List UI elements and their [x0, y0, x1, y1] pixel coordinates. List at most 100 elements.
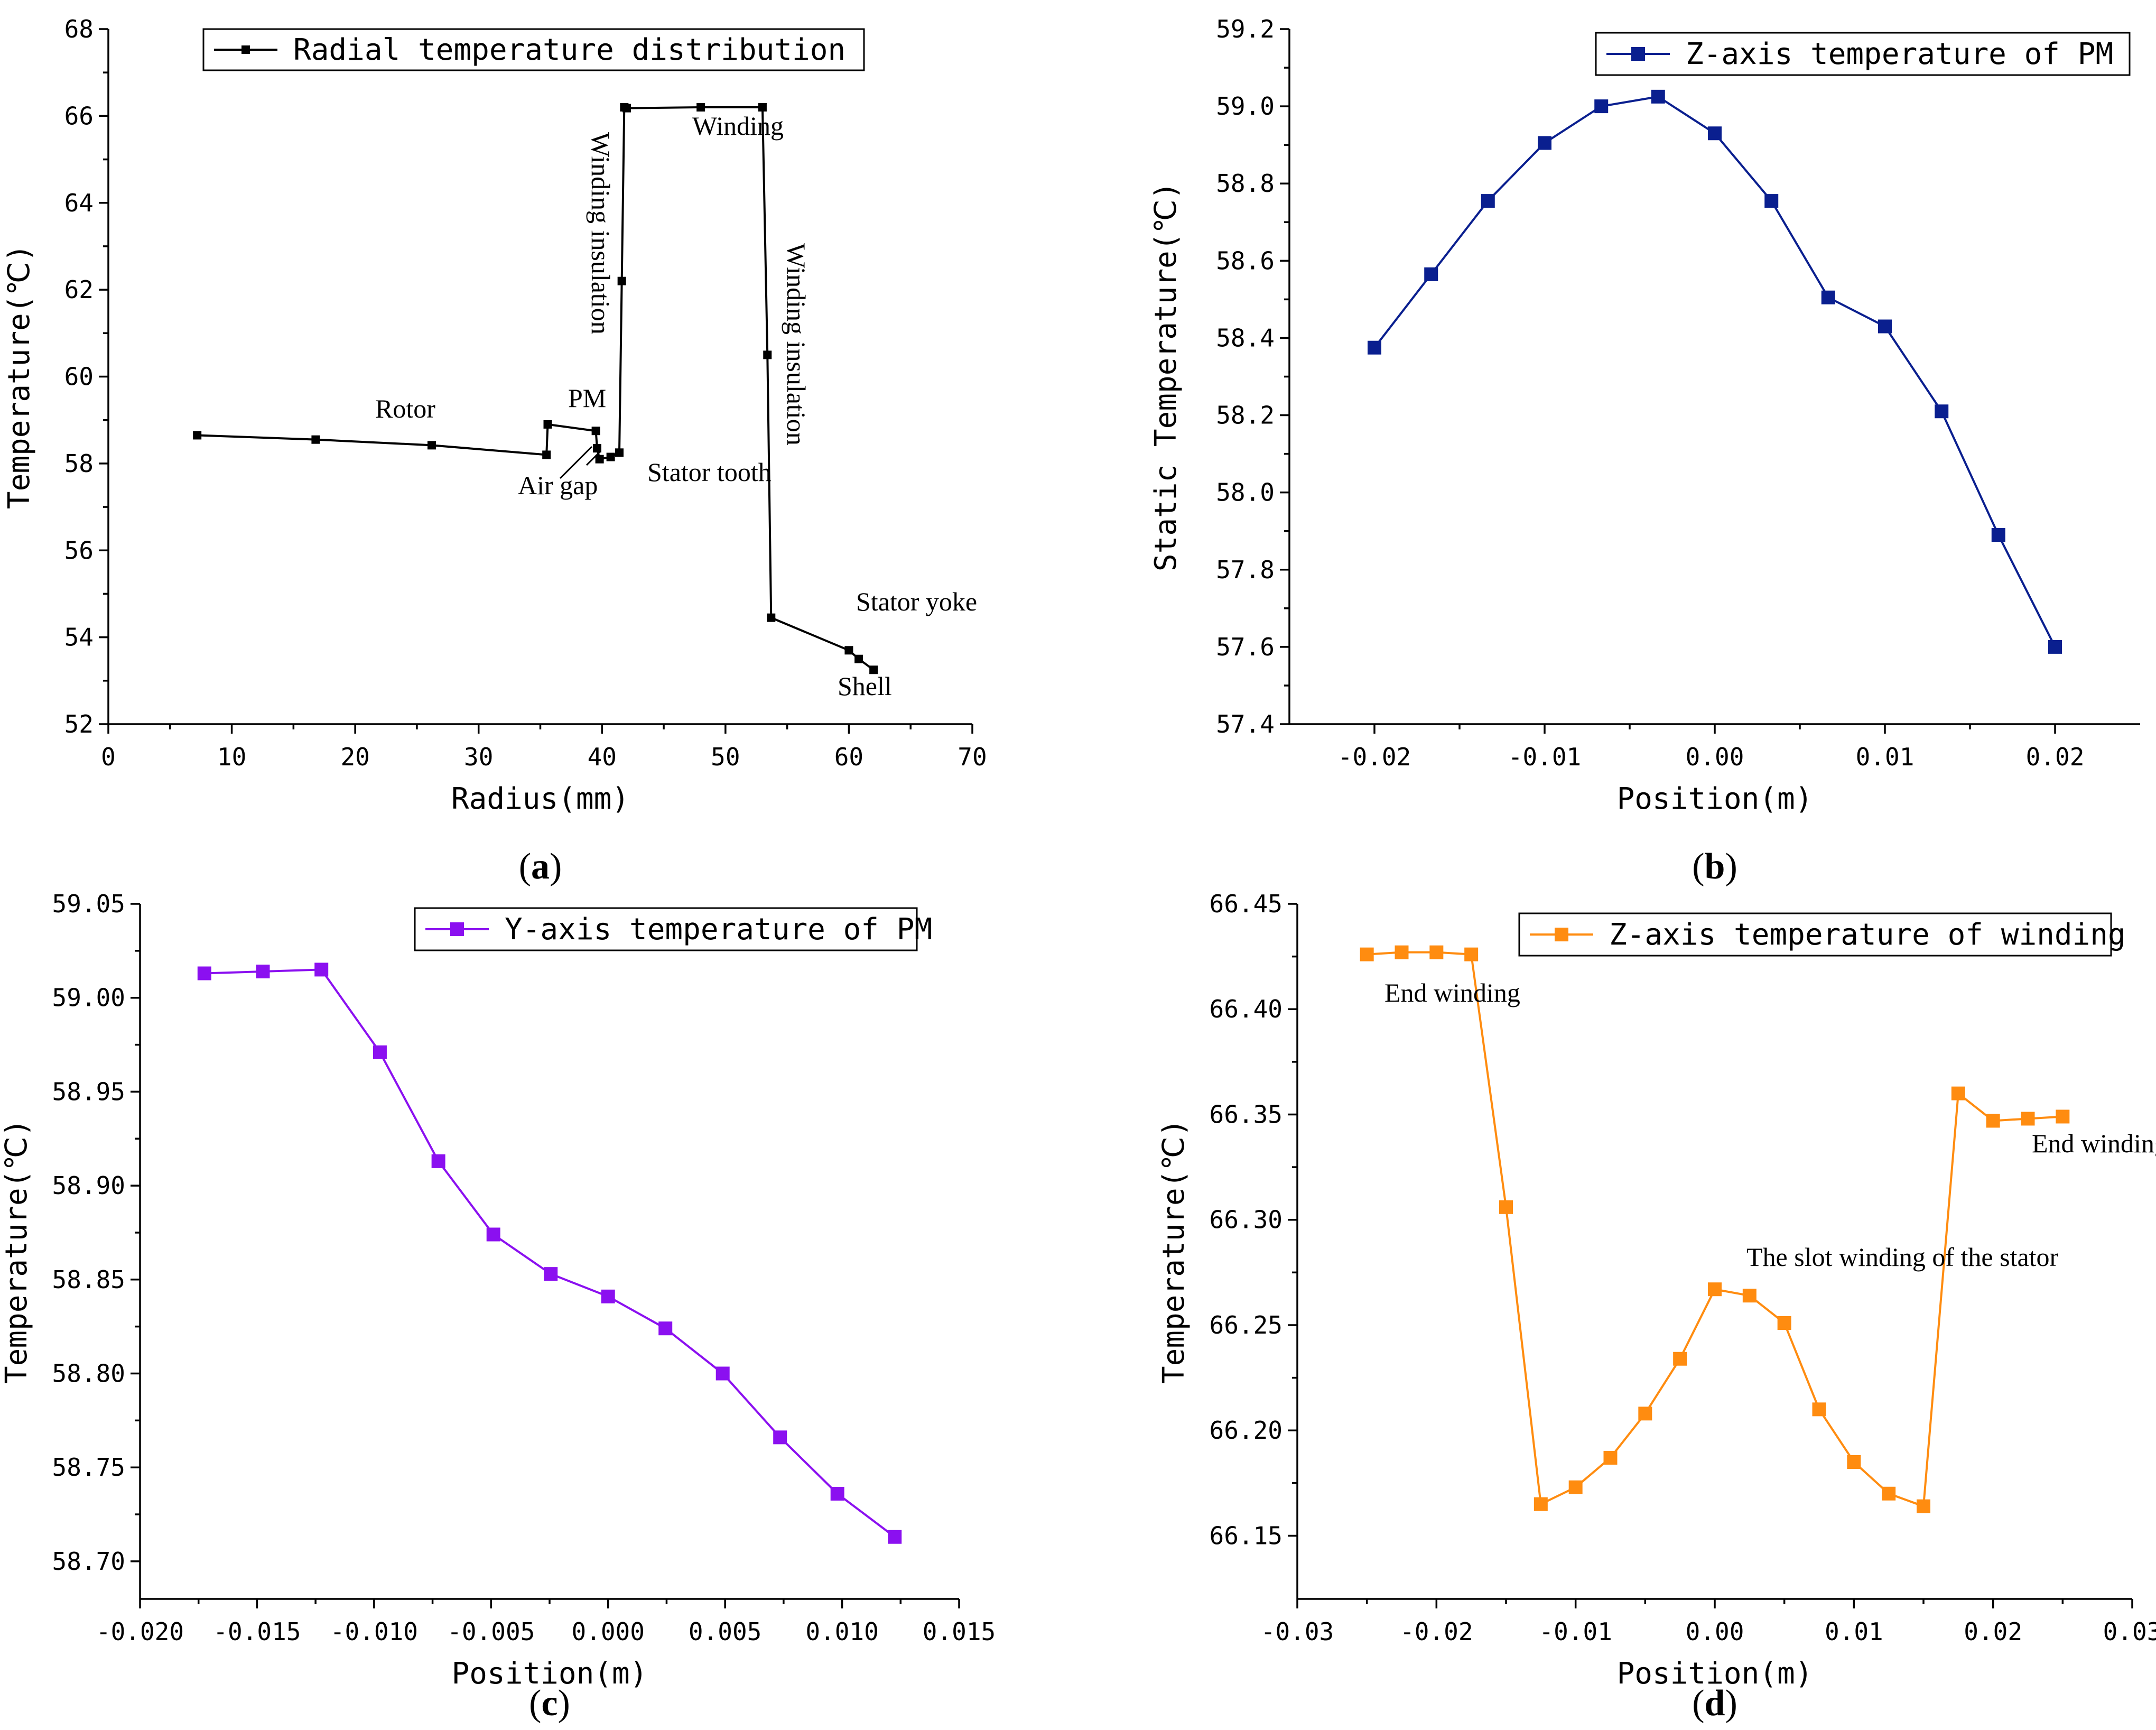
data-point: [2021, 1112, 2035, 1126]
annotation: End winding: [1384, 978, 1520, 1007]
y-tick-label: 66.25: [1210, 1311, 1283, 1339]
y-tick-label: 59.2: [1216, 15, 1275, 43]
y-tick-label: 58.80: [52, 1359, 125, 1388]
y-tick-label: 58.70: [52, 1547, 125, 1576]
data-point: [1764, 194, 1779, 208]
chart-panel-b: -0.02 -0.01 0.00 0.01 0.02 57.4 57.6 57.8 58.0 58…: [1149, 15, 2140, 887]
panel-label: (d): [1692, 1683, 1737, 1724]
chart-panel-a: 0 10 20 30 40 50 60 70 52 54 56 58 60 62 64 66 68 Radius(…: [2, 15, 987, 887]
panel-label-part: (: [1692, 1683, 1704, 1724]
series-line: [1373, 95, 2056, 647]
data-point: [542, 450, 551, 459]
data-point: [1991, 528, 2005, 542]
data-point: [1777, 1316, 1791, 1330]
x-tick-label: -0.005: [447, 1617, 535, 1646]
x-tick-label: -0.02: [1338, 743, 1411, 771]
legend-box: [414, 907, 918, 951]
y-tick-label: 64: [64, 189, 94, 217]
panel-label-part: (: [529, 1683, 541, 1724]
annotation: The slot winding of the stator: [1746, 1242, 2059, 1272]
panel-label-part: (: [519, 846, 531, 887]
data-point: [1847, 1455, 1861, 1469]
x-tick-label: 50: [711, 743, 740, 771]
data-point: [1951, 1086, 1965, 1100]
data-point: [844, 646, 853, 655]
data-point: [431, 1154, 445, 1168]
x-tick-label: 0.015: [923, 1617, 996, 1646]
y-tick-label: 57.8: [1216, 556, 1275, 584]
x-tick-label: 0.00: [1686, 1617, 1744, 1646]
y-tick-label: 58.75: [52, 1453, 125, 1482]
legend-box: [1595, 32, 2131, 76]
data-point: [1882, 1486, 1896, 1501]
y-tick-label: 57.4: [1216, 710, 1275, 738]
x-tick-label: 10: [217, 743, 246, 771]
panel-label-part: (: [1692, 846, 1704, 887]
legend: Z-axis temperature of winding: [1518, 912, 2126, 957]
data-point: [1878, 319, 1892, 334]
data-point: [854, 654, 863, 663]
data-point: [1673, 1352, 1687, 1366]
data-point: [615, 448, 624, 457]
x-tick-label: -0.03: [1261, 1617, 1334, 1646]
legend-label: Z-axis temperature of PM: [1686, 37, 2113, 71]
data-point: [595, 455, 604, 464]
x-tick-label: -0.02: [1400, 1617, 1473, 1646]
data-point: [373, 1045, 387, 1059]
data-point: [869, 665, 878, 674]
x-tick-label: 0: [101, 743, 116, 771]
legend-label: Y-axis temperature of PM: [505, 912, 932, 947]
data-point: [1917, 1499, 1930, 1513]
y-axis-title: Temperature(℃): [2, 244, 36, 509]
x-tick-label: 0.01: [1856, 743, 1915, 771]
data-point: [2048, 640, 2062, 654]
panel-label-part: c: [541, 1683, 557, 1724]
x-tick-label: 0.000: [571, 1617, 644, 1646]
x-tick-label: 60: [834, 743, 863, 771]
data-point: [1538, 136, 1551, 150]
panel-label-part: ): [550, 846, 562, 887]
y-tick-label: 58.8: [1216, 169, 1275, 198]
chart-panel-d: -0.03 -0.02 -0.01 0.00 0.01 0.02 0.03 66.15 66.2…: [1157, 890, 2156, 1724]
annotation: Rotor: [375, 394, 435, 423]
data-point: [767, 613, 776, 622]
annotation: Stator yoke: [856, 587, 977, 616]
y-tick-label: 66.15: [1210, 1521, 1283, 1550]
y-tick-label: 66.45: [1210, 890, 1283, 918]
x-axis-title: Position(m): [1617, 782, 1813, 816]
x-tick-label: -0.015: [213, 1617, 301, 1646]
x-tick-label: 0.03: [2103, 1617, 2156, 1646]
data-point: [544, 1267, 558, 1281]
y-tick-label: 57.6: [1216, 633, 1275, 661]
panel-label-part: b: [1705, 846, 1725, 887]
y-tick-label: 58.2: [1216, 401, 1275, 430]
panel-label-part: a: [531, 846, 550, 887]
data-point: [1935, 404, 1949, 419]
annotation: Winding: [692, 111, 784, 141]
data-point: [1651, 89, 1665, 104]
data-point: [1429, 945, 1444, 959]
data-point: [830, 1486, 844, 1501]
y-tick-label: 58: [64, 449, 94, 478]
x-tick-label: 0.02: [2026, 743, 2085, 771]
data-point: [1424, 267, 1438, 281]
data-point: [1499, 1200, 1513, 1214]
legend-marker: [241, 45, 250, 54]
series-line: [204, 968, 896, 1538]
data-point: [1603, 1451, 1618, 1465]
data-point: [1812, 1402, 1826, 1417]
y-tick-label: 68: [64, 15, 94, 43]
x-tick-label: 40: [588, 743, 617, 771]
annotation: PM: [568, 383, 606, 413]
x-tick-label: -0.01: [1508, 743, 1581, 771]
data-point: [1742, 1289, 1757, 1303]
data-point: [1708, 1282, 1722, 1297]
data-point: [543, 420, 552, 429]
data-point: [601, 1289, 615, 1303]
annotation: Shell: [838, 671, 892, 701]
y-tick-label: 59.05: [52, 890, 125, 918]
panel-label: (a): [519, 846, 562, 887]
y-axis-title: Temperature(℃): [0, 1119, 34, 1384]
x-axis-title: Radius(mm): [451, 782, 629, 816]
x-axis-title: Position(m): [452, 1657, 648, 1691]
